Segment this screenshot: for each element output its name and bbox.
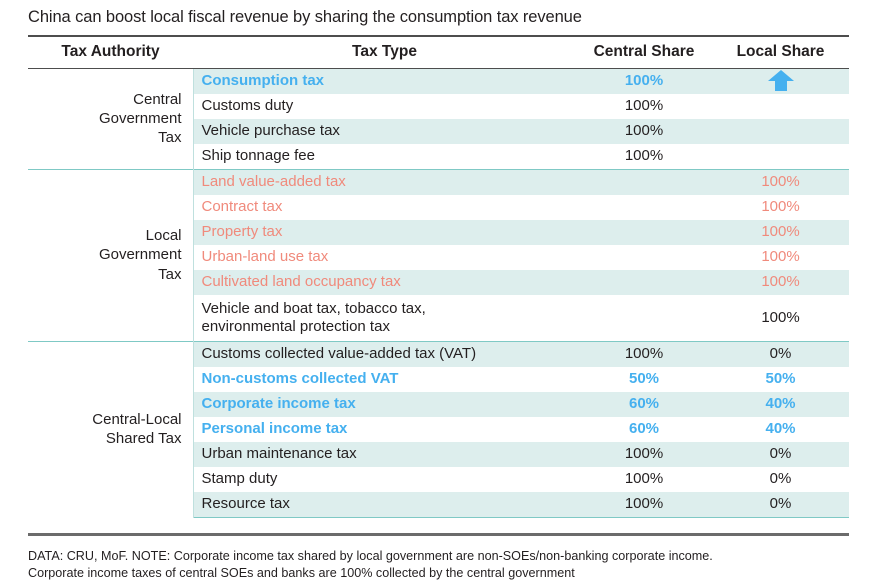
tax-type-cell: Vehicle purchase tax <box>193 118 576 144</box>
tax-type-cell: Property tax <box>193 219 576 245</box>
tax-type-cell: Consumption tax <box>193 67 576 94</box>
col-header-local-share: Local Share <box>712 36 849 69</box>
table-row: Resource tax 100% 0% <box>28 491 849 518</box>
local-share-cell <box>712 143 849 170</box>
authority-line: Central-Local <box>92 411 182 429</box>
table-row: Personal income tax 60% 40% <box>28 416 849 442</box>
central-share-cell: 100% <box>576 441 712 467</box>
table-row: Customs duty 100% <box>28 93 849 119</box>
central-share-cell: 100% <box>576 67 712 94</box>
central-share-cell: 60% <box>576 416 712 442</box>
local-share-cell: 40% <box>712 391 849 417</box>
local-share-cell <box>712 93 849 119</box>
tax-type-cell: Urban-land use tax <box>193 244 576 270</box>
central-share-cell: 100% <box>576 118 712 144</box>
footer-divider <box>28 532 849 536</box>
tax-type-line-2: environmental protection tax <box>201 317 390 335</box>
local-share-cell: 0% <box>712 340 849 367</box>
local-share-cell: 0% <box>712 466 849 492</box>
authority-cell-local: Local Government Tax <box>28 168 194 341</box>
local-share-cell: 100% <box>712 269 849 295</box>
local-share-cell: 100% <box>712 194 849 220</box>
table-row: Urban maintenance tax 100% 0% <box>28 441 849 467</box>
table-header-row: Tax Authority Tax Type Central Share Loc… <box>28 36 849 69</box>
table-row: Corporate income tax 60% 40% <box>28 391 849 417</box>
central-share-cell <box>576 194 712 220</box>
arrow-up-icon <box>767 70 794 92</box>
tax-type-cell: Vehicle and boat tax, tobacco tax, envir… <box>193 294 576 342</box>
authority-line: Government <box>98 109 182 127</box>
central-share-cell: 100% <box>576 143 712 170</box>
authority-line: Government <box>98 246 182 264</box>
table-row: Central-Local Shared Tax Customs collect… <box>28 340 849 517</box>
page-title: China can boost local fiscal revenue by … <box>28 8 582 26</box>
local-share-cell <box>712 118 849 144</box>
central-share-cell: 100% <box>576 491 712 518</box>
local-share-cell: 0% <box>712 441 849 467</box>
table-row: Contract tax 100% <box>28 194 849 220</box>
authority-line: Central <box>133 90 182 108</box>
central-share-cell: 100% <box>576 340 712 367</box>
col-header-central-share: Central Share <box>576 36 712 69</box>
table-header: Tax Authority Tax Type Central Share Loc… <box>28 36 849 69</box>
authority-line: Local <box>145 227 182 245</box>
authority-line: Shared Tax <box>105 430 182 448</box>
table-row: Local Government Tax Land value-added ta… <box>28 168 849 341</box>
col-header-tax-type: Tax Type <box>193 36 576 69</box>
tax-type-cell: Non-customs collected VAT <box>193 366 576 392</box>
local-share-cell: 0% <box>712 491 849 518</box>
footnote-line-2: Corporate income taxes of central SOEs a… <box>28 566 575 581</box>
table-row: Vehicle purchase tax 100% <box>28 118 849 144</box>
central-share-cell <box>576 168 712 195</box>
local-share-cell <box>712 67 849 94</box>
local-share-cell: 100% <box>712 168 849 195</box>
table-row: Non-customs collected VAT 50% 50% <box>28 366 849 392</box>
tax-type-cell: Land value-added tax <box>193 168 576 195</box>
footnote-line-1: DATA: CRU, MoF. NOTE: Corporate income t… <box>28 548 713 563</box>
tax-type-cell: Stamp duty <box>193 466 576 492</box>
tax-type-cell: Customs duty <box>193 93 576 119</box>
tax-type-cell: Customs collected value-added tax (VAT) <box>193 340 576 367</box>
local-share-cell: 40% <box>712 416 849 442</box>
tax-type-cell: Contract tax <box>193 194 576 220</box>
central-share-cell: 50% <box>576 366 712 392</box>
central-share-cell: 100% <box>576 466 712 492</box>
tax-type-cell: Ship tonnage fee <box>193 143 576 170</box>
title-divider <box>28 34 849 37</box>
central-share-cell <box>576 244 712 270</box>
table-row: Central Government Tax Consumption tax 1… <box>28 67 849 169</box>
tax-type-cell: Resource tax <box>193 491 576 518</box>
table-row: Stamp duty 100% 0% <box>28 466 849 492</box>
central-share-cell <box>576 294 712 342</box>
table-row: Vehicle and boat tax, tobacco tax, envir… <box>28 294 849 342</box>
authority-line: Tax <box>158 265 182 283</box>
local-share-cell: 100% <box>712 294 849 342</box>
local-share-cell: 100% <box>712 219 849 245</box>
table-row: Property tax 100% <box>28 219 849 245</box>
footnote: DATA: CRU, MoF. NOTE: Corporate income t… <box>28 548 849 583</box>
tax-type-cell: Urban maintenance tax <box>193 441 576 467</box>
col-header-tax-authority: Tax Authority <box>28 36 193 69</box>
central-share-cell <box>576 269 712 295</box>
table-body: Central Government Tax Consumption tax 1… <box>28 67 849 518</box>
authority-line: Tax <box>158 129 182 147</box>
authority-cell-central: Central Government Tax <box>28 67 194 169</box>
central-share-cell <box>576 219 712 245</box>
authority-cell-shared: Central-Local Shared Tax <box>28 340 194 517</box>
tax-type-cell: Cultivated land occupancy tax <box>193 269 576 295</box>
central-share-cell: 100% <box>576 93 712 119</box>
tax-type-cell: Corporate income tax <box>193 391 576 417</box>
table-row: Ship tonnage fee 100% <box>28 143 849 170</box>
tax-type-line-1: Vehicle and boat tax, tobacco tax, <box>201 299 426 317</box>
tax-table: Tax Authority Tax Type Central Share Loc… <box>28 36 849 518</box>
central-share-cell: 60% <box>576 391 712 417</box>
local-share-cell: 100% <box>712 244 849 270</box>
tax-type-cell: Personal income tax <box>193 416 576 442</box>
local-share-cell: 50% <box>712 366 849 392</box>
